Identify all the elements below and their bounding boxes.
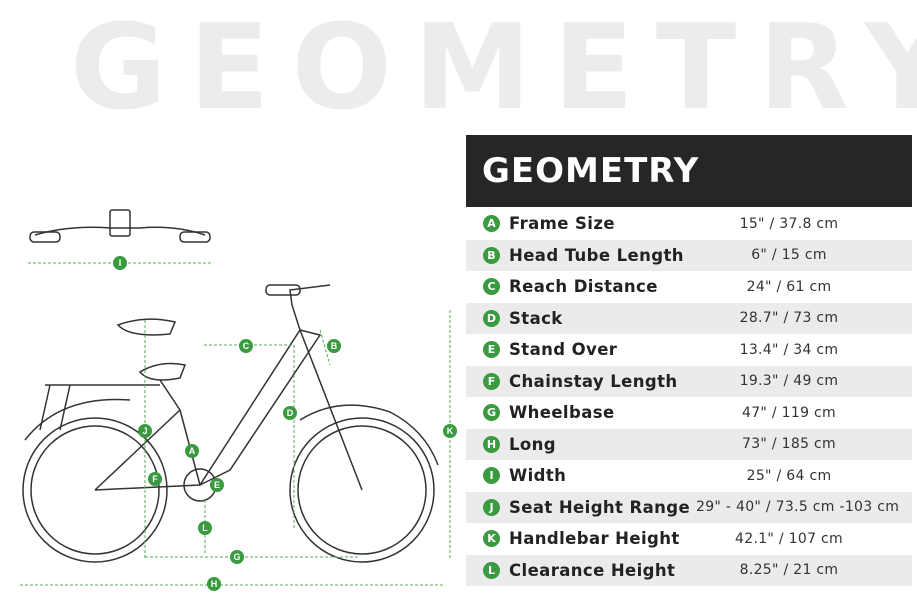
svg-text:J: J — [142, 426, 147, 436]
spec-value: 8.25" / 21 cm — [739, 562, 839, 579]
spec-value: 73" / 185 cm — [742, 436, 836, 453]
spec-row: J Seat Height Range 29" - 40" / 73.5 cm … — [466, 491, 912, 523]
letter-badge: B — [483, 246, 500, 264]
letter-badge: F — [483, 372, 500, 390]
letter-badge: L — [483, 561, 500, 579]
spec-label: Frame Size — [509, 214, 615, 234]
spec-value: 19.3" / 49 cm — [739, 373, 839, 390]
letter-badge: H — [483, 435, 500, 453]
marker-G: G — [230, 550, 244, 564]
svg-text:F: F — [152, 474, 158, 484]
spec-row: I Width 25" / 64 cm — [466, 460, 912, 492]
spec-value: 13.4" / 34 cm — [739, 341, 839, 358]
spec-row: A Frame Size 15" / 37.8 cm — [466, 208, 912, 240]
letter-badge: G — [483, 404, 500, 422]
front-wheel — [289, 417, 435, 563]
spec-label: Head Tube Length — [509, 245, 684, 265]
svg-text:D: D — [287, 408, 294, 418]
spec-row: E Stand Over 13.4" / 34 cm — [466, 334, 912, 366]
letter-badge: E — [483, 341, 500, 359]
letter-badge: C — [483, 278, 500, 296]
table-title: GEOMETRY — [482, 151, 700, 191]
svg-text:I: I — [119, 258, 122, 268]
spec-row: C Reach Distance 24" / 61 cm — [466, 271, 912, 303]
svg-text:E: E — [214, 480, 220, 490]
letter-badge: J — [483, 498, 500, 516]
marker-A: A — [185, 444, 199, 458]
svg-text:C: C — [243, 341, 250, 351]
spec-value: 28.7" / 73 cm — [739, 310, 839, 327]
marker-C: C — [239, 339, 253, 353]
spec-label: Clearance Height — [509, 560, 676, 580]
letter-badge: I — [483, 467, 500, 485]
marker-H: H — [207, 577, 221, 591]
spec-value: 29" - 40" / 73.5 cm -103 cm — [696, 499, 900, 516]
spec-value: 42.1" / 107 cm — [735, 530, 843, 547]
marker-D: D — [283, 406, 297, 420]
marker-E: E — [210, 478, 224, 492]
spec-row: D Stack 28.7" / 73 cm — [466, 302, 912, 334]
spec-row: L Clearance Height 8.25" / 21 cm — [466, 554, 912, 586]
svg-text:H: H — [211, 579, 218, 589]
svg-text:K: K — [447, 426, 454, 436]
spec-row: G Wheelbase 47" / 119 cm — [466, 397, 912, 429]
bike-diagram: I H G C B D K J A F E L — [20, 209, 457, 591]
spec-label: Chainstay Length — [509, 371, 678, 391]
spec-row: H Long 73" / 185 cm — [466, 428, 912, 460]
marker-K: K — [443, 424, 457, 438]
spec-row: K Handlebar Height 42.1" / 107 cm — [466, 523, 912, 555]
spec-table: A Frame Size 15" / 37.8 cm B Head Tube Le… — [466, 208, 912, 586]
spec-label: Seat Height Range — [509, 497, 691, 517]
svg-text:L: L — [202, 523, 208, 533]
marker-L: L — [198, 521, 212, 535]
spec-label: Stand Over — [509, 340, 618, 360]
svg-text:B: B — [331, 341, 338, 351]
letter-badge: A — [483, 215, 500, 233]
spec-value: 47" / 119 cm — [742, 404, 836, 421]
spec-value: 15" / 37.8 cm — [739, 215, 839, 232]
spec-value: 24" / 61 cm — [746, 278, 832, 295]
marker-I: I — [113, 256, 127, 270]
spec-row: B Head Tube Length 6" / 15 cm — [466, 239, 912, 271]
svg-text:G: G — [233, 552, 240, 562]
spec-value: 25" / 64 cm — [746, 467, 832, 484]
spec-label: Wheelbase — [509, 403, 615, 423]
spec-label: Width — [509, 466, 567, 486]
marker-J: J — [138, 424, 152, 438]
marker-F: F — [148, 472, 162, 486]
spec-label: Stack — [509, 308, 563, 328]
svg-text:A: A — [189, 446, 196, 456]
spec-value: 6" / 15 cm — [751, 247, 827, 264]
rear-wheel — [22, 417, 168, 563]
marker-B: B — [327, 339, 341, 353]
letter-badge: D — [483, 309, 500, 327]
background-title: GEOMETRY — [70, 0, 917, 136]
letter-badge: K — [483, 530, 500, 548]
spec-label: Handlebar Height — [509, 529, 680, 549]
table-header: GEOMETRY — [466, 135, 912, 207]
spec-label: Long — [509, 434, 557, 454]
spec-label: Reach Distance — [509, 277, 658, 297]
handlebar-top-view — [34, 226, 206, 236]
spec-row: F Chainstay Length 19.3" / 49 cm — [466, 365, 912, 397]
